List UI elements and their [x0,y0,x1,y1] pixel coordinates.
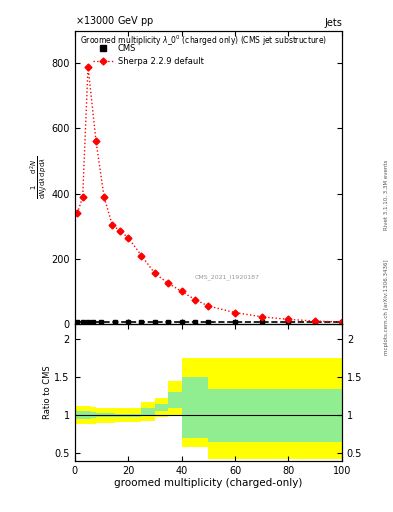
Text: $\times$13000 GeV pp: $\times$13000 GeV pp [75,14,154,28]
Y-axis label: Ratio to CMS: Ratio to CMS [43,366,51,419]
Text: Rivet 3.1.10, 3.3M events: Rivet 3.1.10, 3.3M events [384,159,389,230]
Text: CMS_2021_I1920187: CMS_2021_I1920187 [195,274,259,280]
Text: Groomed multiplicity $\lambda\_0^0$ (charged only) (CMS jet substructure): Groomed multiplicity $\lambda\_0^0$ (cha… [80,34,327,48]
Legend: CMS, Sherpa 2.2.9 default: CMS, Sherpa 2.2.9 default [90,41,207,70]
Y-axis label: $\frac{1}{\mathrm{d}N_j/\mathrm{d}\lambda}\frac{\mathrm{d}^2 N}{\mathrm{d}p\,\ma: $\frac{1}{\mathrm{d}N_j/\mathrm{d}\lambd… [28,156,50,199]
Text: Jets: Jets [324,18,342,28]
X-axis label: groomed multiplicity (charged-only): groomed multiplicity (charged-only) [114,478,303,488]
Text: mcplots.cern.ch [arXiv:1306.3436]: mcplots.cern.ch [arXiv:1306.3436] [384,260,389,355]
